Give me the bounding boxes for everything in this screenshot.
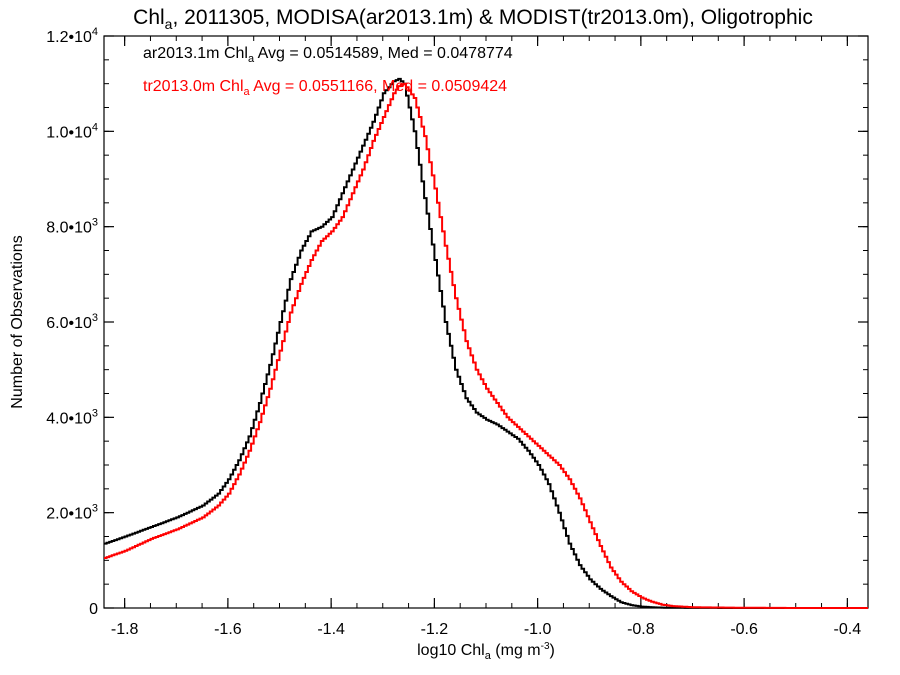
xlabel-part: log10 Chl: [417, 642, 485, 659]
legend-subscript: a: [244, 86, 251, 98]
xlabel-superscript: -3: [541, 641, 550, 652]
legend: ar2013.1m Chla Avg = 0.0514589, Med = 0.…: [143, 45, 513, 98]
x-tick-label: -1.8: [111, 621, 139, 638]
y-tick-label: 0: [89, 601, 98, 618]
series-line-ar2013.1m: [104, 77, 868, 609]
legend-text: ar2013.1m Chl: [143, 45, 248, 62]
x-tick-label: -0.8: [627, 621, 655, 638]
x-tick-label: -1.0: [524, 621, 552, 638]
chart-title: Chla, 2011305, MODISA(ar2013.1m) & MODIS…: [133, 6, 813, 32]
legend-text: Avg = 0.0514589, Med = 0.0478774: [254, 45, 513, 62]
x-tick-label: -0.6: [730, 621, 758, 638]
title-part: Chl: [133, 6, 165, 29]
x-tick-label: -1.6: [214, 621, 242, 638]
series-line-tr2013.0m: [104, 82, 868, 609]
y-axis-title: Number of Observations: [9, 235, 26, 408]
y-axis: 0 2.0•103 4.0•103 6.0•103 8.0•103 1.0•104 1.2•…: [46, 26, 868, 618]
legend-entry-red: tr2013.0m Chla Avg = 0.0551166, Med = 0.…: [143, 78, 507, 98]
legend-text: tr2013.0m Chl: [143, 78, 244, 95]
plot-frame: [103, 35, 869, 609]
legend-subscript: a: [248, 53, 255, 65]
legend-text: Avg = 0.0551166, Med = 0.0509424: [250, 78, 508, 95]
y-tick-label: 6.0•103: [46, 312, 98, 332]
y-tick-label: 1.0•104: [46, 121, 98, 141]
x-tick-label: -0.4: [834, 621, 862, 638]
title-part: , 2011305, MODISA(ar2013.1m) & MODIST(tr…: [172, 6, 812, 29]
xlabel-subscript: a: [485, 650, 492, 662]
legend-entry-black: ar2013.1m Chla Avg = 0.0514589, Med = 0.…: [143, 45, 513, 65]
y-tick-label: 1.2•104: [46, 26, 98, 46]
series-layer: [104, 77, 868, 609]
x-axis-title: log10 Chla (mg m-3): [417, 641, 555, 662]
x-axis: -1.8 -1.6 -1.4 -1.2 -1.0 -0.8 -0.6 -0.4: [111, 36, 861, 638]
y-tick-label: 8.0•103: [46, 217, 98, 237]
y-tick-label: 2.0•103: [46, 503, 98, 523]
xlabel-part: (mg m: [491, 642, 541, 659]
xlabel-part: ): [550, 642, 555, 659]
x-tick-label: -1.2: [421, 621, 449, 638]
title-subscript: a: [165, 16, 173, 32]
y-tick-label: 4.0•103: [46, 407, 98, 427]
x-tick-label: -1.4: [317, 621, 345, 638]
